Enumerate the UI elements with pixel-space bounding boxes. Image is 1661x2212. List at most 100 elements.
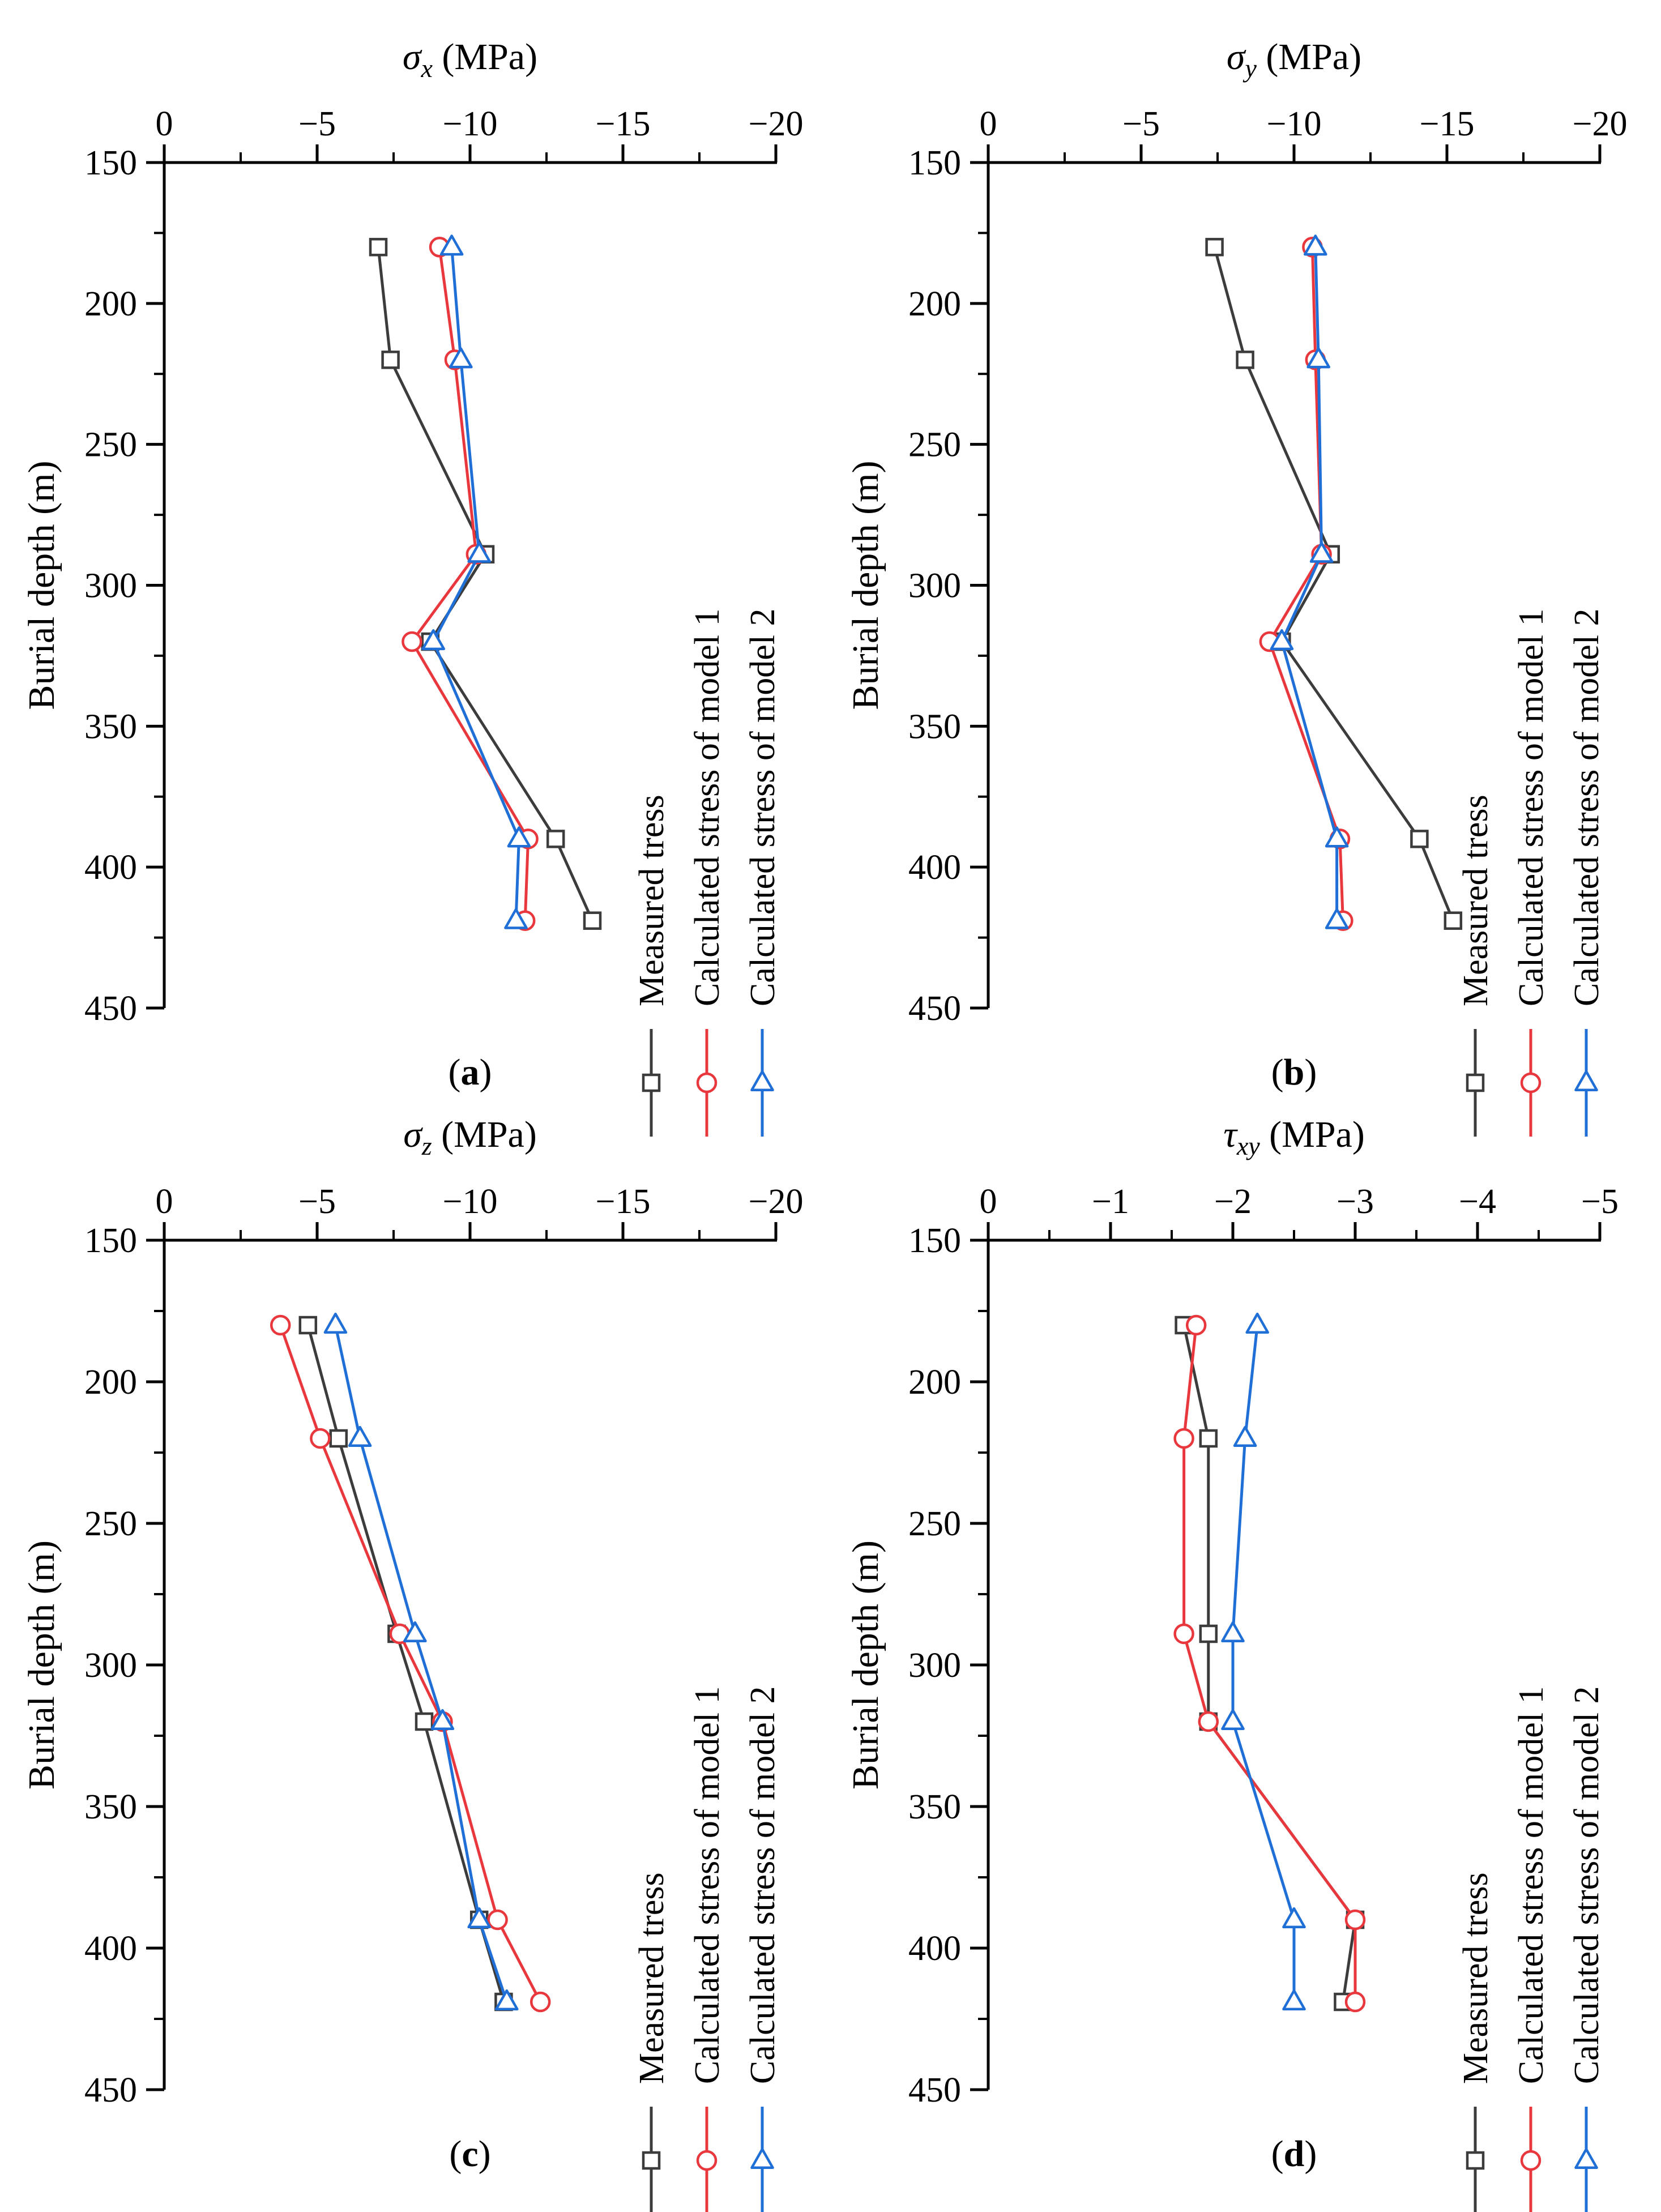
legend-marker-square — [1466, 2151, 1485, 2170]
y-tick-label: 250 — [84, 1505, 137, 1543]
data-point-triangle — [467, 1907, 492, 1929]
legend-marker-circle — [1520, 2150, 1542, 2171]
x-tick-label: −2 — [1214, 1182, 1252, 1221]
panel-label: (c) — [449, 2133, 490, 2175]
x-axis-title-symbol: σ — [1227, 36, 1246, 78]
y-tick-label: 300 — [84, 567, 137, 605]
data-point-triangle — [1270, 629, 1294, 651]
legend-entry-1: Measured tress — [1457, 1872, 1495, 2212]
panel-d: 0 −1 −2 −3 −4 −5 150 200 250 300 350 400 450 τxy (MPa… — [845, 1114, 1619, 2212]
series-line — [410, 246, 530, 921]
panel-label: (a) — [449, 1052, 492, 1093]
x-axis-title: σx (MPa) — [403, 36, 537, 83]
data-point-triangle — [421, 629, 446, 651]
x-tick-label: −15 — [1420, 105, 1475, 143]
data-point-square — [1205, 238, 1224, 257]
data-point-triangle — [507, 826, 531, 848]
legend-entry-1: Measured tress — [1457, 795, 1495, 1137]
y-axis-title: Burial depth (m) — [845, 461, 886, 710]
data-point-triangle — [1233, 1425, 1257, 1447]
legend-entry-1: Measured tress — [633, 1872, 671, 2212]
series-line — [1182, 1325, 1357, 2002]
series-3 — [1221, 1312, 1306, 2011]
y-tick-label: 350 — [908, 1788, 961, 1826]
data-point-square — [369, 238, 388, 257]
series-3 — [1270, 234, 1349, 929]
y-axis-title: Burial depth (m) — [21, 1540, 62, 1790]
legend-marker-triangle — [750, 2147, 774, 2170]
data-point-circle — [1344, 1909, 1366, 1931]
legend-marker-triangle — [1574, 2147, 1598, 2170]
data-point-circle — [310, 1428, 331, 1449]
data-point-square — [1444, 911, 1463, 930]
series-line — [1231, 1325, 1296, 2002]
y-tick-label: 450 — [84, 989, 137, 1028]
y-tick-label: 350 — [84, 1788, 137, 1826]
series-line — [432, 247, 520, 921]
x-tick-label: −5 — [1581, 1182, 1619, 1221]
data-point-triangle — [449, 347, 473, 369]
x-axis-title-unit: (MPa) — [432, 1114, 537, 1155]
x-tick-label: −15 — [596, 1182, 651, 1221]
data-point-triangle — [439, 234, 464, 256]
data-point-triangle — [494, 1989, 519, 2011]
series-line — [1213, 246, 1455, 921]
legend-label: Measured tress — [1457, 1872, 1495, 2084]
x-tick-label: −3 — [1337, 1182, 1374, 1221]
legend-label: Calculated stress of model 1 — [688, 609, 727, 1007]
y-tick-label: 200 — [908, 1363, 961, 1402]
panel-label-letter: a — [461, 1052, 480, 1093]
legend-label: Calculated stress of model 2 — [744, 609, 782, 1007]
data-point-triangle — [323, 1312, 348, 1334]
legend-marker-circle — [1520, 1072, 1542, 1094]
data-point-circle — [487, 1909, 508, 1931]
x-tick-label: −5 — [298, 105, 336, 143]
data-point-circle — [530, 1991, 551, 2013]
panel-label-open-paren: ( — [1271, 2133, 1284, 2175]
data-point-triangle — [1221, 1709, 1245, 1731]
data-point-square — [1199, 1624, 1218, 1643]
data-point-square — [1199, 1429, 1218, 1448]
x-axis-title-symbol: σ — [403, 36, 422, 78]
y-axis-title: Burial depth (m) — [21, 461, 62, 710]
series-3 — [421, 234, 531, 929]
data-point-circle — [1198, 1711, 1219, 1732]
series-line — [334, 1325, 509, 2002]
y-tick-label: 150 — [84, 144, 137, 182]
x-axis-title: τxy (MPa) — [1223, 1114, 1365, 1160]
series-line — [1268, 247, 1344, 921]
legend-marker-circle — [696, 1072, 718, 1094]
legend-entry-3: Calculated stress of model 2 — [744, 1686, 782, 2212]
x-tick-label: −10 — [1267, 105, 1322, 143]
panel-label-close-paren: ) — [480, 1052, 492, 1093]
data-point-circle — [1173, 1623, 1194, 1645]
legend-marker-square — [642, 2151, 661, 2170]
legend-entry-1: Measured tress — [633, 795, 671, 1137]
data-point-triangle — [1245, 1312, 1270, 1334]
data-point-triangle — [1221, 1621, 1245, 1643]
x-tick-label: 0 — [980, 1182, 997, 1221]
data-point-triangle — [348, 1425, 372, 1447]
data-point-square — [1236, 351, 1254, 369]
x-tick-label: −5 — [298, 1182, 336, 1221]
y-tick-label: 450 — [908, 989, 961, 1028]
legend-label: Measured tress — [633, 795, 671, 1006]
series-3 — [323, 1312, 519, 2011]
panel-label-letter: d — [1284, 2133, 1305, 2175]
y-tick-label: 250 — [908, 426, 961, 464]
x-axis-title-symbol: τ — [1223, 1114, 1238, 1155]
x-tick-label: 0 — [980, 105, 997, 143]
data-point-triangle — [403, 1621, 427, 1643]
x-tick-label: −4 — [1459, 1182, 1496, 1221]
x-tick-label: 0 — [156, 1182, 173, 1221]
panel-label-open-paren: ( — [449, 2133, 462, 2175]
data-point-triangle — [504, 908, 528, 929]
y-tick-label: 200 — [84, 285, 137, 323]
legend-entry-3: Calculated stress of model 2 — [1568, 1686, 1606, 2212]
x-axis-title: σy (MPa) — [1227, 36, 1361, 83]
panel-c: 0 −5 −10 −15 −20 150 200 250 300 350 400 450 σz (MPa… — [21, 1114, 803, 2212]
x-axis-title-symbol: σ — [403, 1114, 423, 1155]
legend-entry-2: Calculated stress of model 1 — [688, 609, 727, 1137]
y-tick-label: 350 — [908, 707, 961, 746]
